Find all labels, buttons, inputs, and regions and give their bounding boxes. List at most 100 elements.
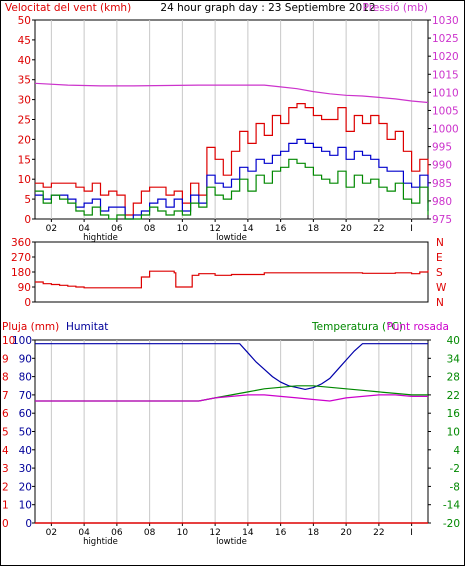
y-tick-label-right: 990: [432, 160, 452, 172]
humidity-tick-label: 40: [19, 445, 32, 457]
x-tick-label: 12: [209, 528, 220, 538]
x-tick-label: 10: [177, 224, 189, 234]
x-tick-label: 18: [308, 224, 320, 234]
chart-title: 24 hour graph day : 23 Septiembre 2012: [160, 2, 375, 14]
wind-axis-title: Velocitat del vent (kmh): [5, 2, 131, 14]
lowtide-label: lowtide: [216, 233, 247, 243]
temp-tick-label: -20: [443, 518, 460, 530]
y-tick-label-left: 5: [24, 194, 31, 206]
x-tick-label: 06: [111, 528, 123, 538]
x-tick-label: 08: [144, 528, 156, 538]
rain-tick-label: 1: [2, 500, 9, 512]
humidity-axis-title: Humitat: [66, 321, 108, 333]
temp-tick-label: 10: [447, 427, 460, 439]
y-tick-label-left: 360: [11, 237, 31, 249]
wind-pressure-panel: 0510152025303540455097598098599099510001…: [18, 15, 459, 243]
y-tick-label-left: 35: [18, 75, 31, 87]
humidity-tick-label: 0: [25, 518, 32, 530]
x-tick-label: 22: [373, 528, 384, 538]
x-tick-label: 08: [144, 224, 156, 234]
x-tick-label: I: [410, 528, 413, 538]
y-tick-label-left: 0: [24, 214, 31, 226]
y-tick-label-left: 270: [11, 252, 31, 264]
temperature-axis-title: Temperatura (°C): [311, 321, 403, 333]
y-tick-label-left: 20: [18, 134, 31, 146]
x-tick-label: 20: [340, 528, 352, 538]
y-tick-label-left: 30: [18, 95, 31, 107]
y-tick-label-left: 90: [18, 282, 31, 294]
temp-tick-label: -14: [443, 500, 460, 512]
pressure-axis-title: Pressió (mb): [363, 2, 428, 14]
y-tick-label-right: 985: [432, 178, 452, 190]
rain-tick-label: 10: [2, 335, 15, 347]
rain-axis-title: Pluja (mm): [2, 321, 59, 333]
humidity-tick-label: 50: [19, 427, 32, 439]
temp-tick-label: -8: [450, 481, 460, 493]
y-tick-label-right: 995: [432, 142, 452, 154]
rain-tick-label: 3: [2, 463, 9, 475]
y-tick-label-right: 1025: [432, 33, 459, 45]
rain-tick-label: 5: [2, 427, 9, 439]
plot-area-1: [34, 19, 429, 220]
plot-area-3: [34, 339, 429, 524]
x-tick-label: 04: [78, 224, 90, 234]
temp-tick-label: 22: [447, 390, 460, 402]
humidity-tick-label: 80: [19, 372, 32, 384]
rain-tick-label: 2: [2, 481, 9, 493]
plot-area-2: [34, 241, 429, 303]
y-tick-label-right: 1020: [432, 51, 459, 63]
rain-tick-label: 8: [2, 372, 9, 384]
series-line-1: [35, 138, 429, 220]
direction-line-0: [35, 270, 429, 289]
y-tick-label-left: 50: [18, 15, 31, 27]
rain-tick-label: 7: [2, 390, 9, 402]
y-tick-label-left: 15: [18, 154, 31, 166]
y-tick-label-right: 1015: [432, 69, 459, 81]
compass-label: S: [436, 267, 443, 279]
humidity-tick-label: 30: [19, 463, 32, 475]
y-tick-label-left: 180: [11, 267, 31, 279]
lowtide-label: lowtide: [216, 537, 247, 547]
temp-tick-label: 40: [447, 335, 460, 347]
temp-tick-label: 16: [447, 408, 461, 420]
series-line-humidity-1: [35, 343, 428, 391]
compass-label: N: [436, 297, 444, 309]
rain-humidity-temp-panel: 0 0 -201 10 -142 20 -83 30 -24 40 45 50 106 60 167 70 22…: [2, 335, 460, 547]
series-line-2: [35, 158, 429, 220]
y-tick-label-left: 10: [18, 174, 31, 186]
temp-tick-label: -2: [450, 463, 460, 475]
y-tick-label-left: 25: [18, 115, 31, 127]
y-tick-label-right: 1000: [432, 124, 459, 136]
temp-tick-label: 4: [453, 445, 460, 457]
y-tick-label-right: 975: [432, 214, 452, 226]
hightide-label: hightide: [83, 233, 118, 243]
y-tick-label-right: 1005: [432, 105, 459, 117]
x-tick-label: 18: [308, 528, 320, 538]
x-tick-label: 14: [242, 528, 254, 538]
compass-label: W: [436, 282, 447, 294]
y-tick-label-right: 1030: [432, 15, 459, 27]
x-tick-label: 02: [46, 528, 57, 538]
humidity-tick-label: 90: [19, 353, 32, 365]
series-line-temp-3: [35, 394, 428, 402]
temp-tick-label: 28: [447, 372, 460, 384]
dewpoint-axis-title: Punt rosada: [387, 321, 449, 333]
rain-tick-label: 9: [2, 353, 9, 365]
y-tick-label-left: 45: [18, 35, 31, 47]
x-tick-label: 10: [177, 528, 189, 538]
temp-tick-label: 34: [447, 353, 461, 365]
compass-label: N: [436, 237, 444, 249]
series-line-0: [35, 103, 429, 216]
humidity-tick-label: 60: [19, 408, 32, 420]
x-tick-label: 16: [275, 224, 287, 234]
rain-tick-label: 6: [2, 408, 9, 420]
series-line-3: [34, 82, 429, 104]
y-tick-label-left: 0: [24, 297, 31, 309]
x-tick-label: 22: [373, 224, 384, 234]
x-tick-label: 12: [209, 224, 220, 234]
compass-label: E: [436, 252, 443, 264]
x-tick-label: 02: [46, 224, 57, 234]
